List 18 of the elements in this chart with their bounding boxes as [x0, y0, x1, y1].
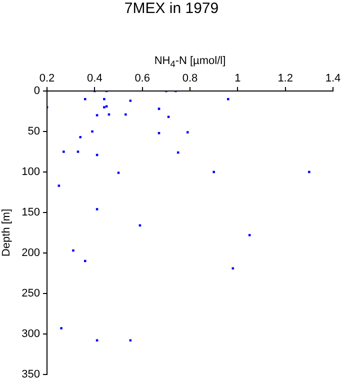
x-axis-title: NH$_{4}$-N [µmol/l] — [153, 55, 227, 70]
x-tick-label: 0.6 — [134, 72, 150, 84]
y-axis-title: Depth [m] — [0, 208, 13, 257]
x-tick-label: 0.8 — [182, 72, 198, 84]
y-tick-label: 300 — [22, 328, 40, 340]
x-tick-label: 1.4 — [325, 72, 341, 84]
y-tick-label: 350 — [22, 368, 40, 380]
y-tick-label: 200 — [22, 246, 40, 259]
chart-title: 7MEX in 1979 — [123, 0, 220, 17]
y-tick-label: 0 — [34, 85, 40, 98]
x-tick-label: 1 — [234, 72, 241, 84]
x-tick-label: 0.2 — [39, 72, 55, 84]
x-tick-label: 0.4 — [87, 72, 102, 84]
x-tick-label: 1.2 — [278, 72, 293, 84]
y-tick-label: 250 — [22, 287, 40, 300]
y-tick-label: 50 — [28, 126, 40, 138]
y-tick-label: 100 — [22, 166, 40, 178]
y-tick-label: 150 — [22, 206, 40, 218]
